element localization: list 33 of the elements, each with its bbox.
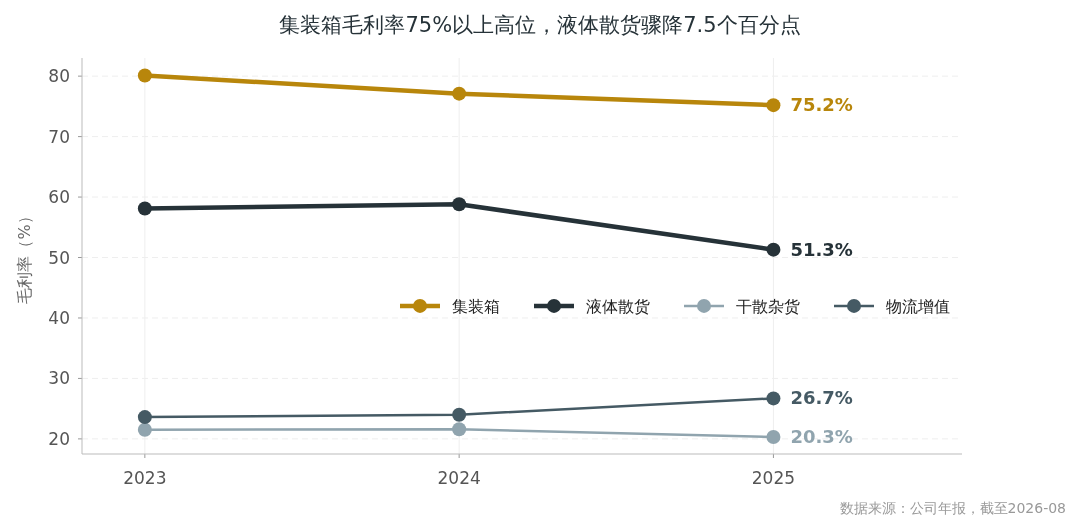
point <box>452 86 467 101</box>
point <box>137 410 152 425</box>
point <box>137 68 152 83</box>
y-axis-title: 毛利率（%） <box>15 208 34 304</box>
y-tick-label: 40 <box>48 307 70 328</box>
point <box>766 391 781 406</box>
point <box>452 422 467 437</box>
y-tick-label: 80 <box>48 66 70 87</box>
x-tick-label: 2023 <box>123 468 167 488</box>
data-label: 20.3% <box>790 426 853 448</box>
point <box>137 422 152 437</box>
point <box>766 242 781 257</box>
point <box>766 430 781 445</box>
y-tick-label: 50 <box>48 247 70 268</box>
data-label: 75.2% <box>790 94 853 116</box>
y-tick-label: 20 <box>48 428 70 449</box>
chart-title: 集装箱毛利率75%以上高位，液体散货骤降7.5个百分点 <box>279 13 801 37</box>
y-tick-label: 30 <box>48 368 70 389</box>
point <box>452 407 467 422</box>
data-label: 51.3% <box>790 238 853 260</box>
point <box>137 201 152 216</box>
x-tick-label: 2024 <box>437 468 481 488</box>
legend-label: 液体散货 <box>586 296 650 316</box>
y-tick-label: 60 <box>48 187 70 208</box>
legend-label: 物流增值 <box>886 296 950 316</box>
x-tick-label: 2025 <box>751 468 796 488</box>
source-note: 数据来源：公司年报，截至2026-08 <box>839 500 1066 516</box>
point <box>766 98 781 113</box>
legend-label: 干散杂货 <box>736 296 800 316</box>
point <box>452 197 467 212</box>
legend-label: 集装箱 <box>452 296 500 316</box>
data-label: 26.7% <box>790 387 853 409</box>
y-tick-label: 70 <box>48 126 70 147</box>
